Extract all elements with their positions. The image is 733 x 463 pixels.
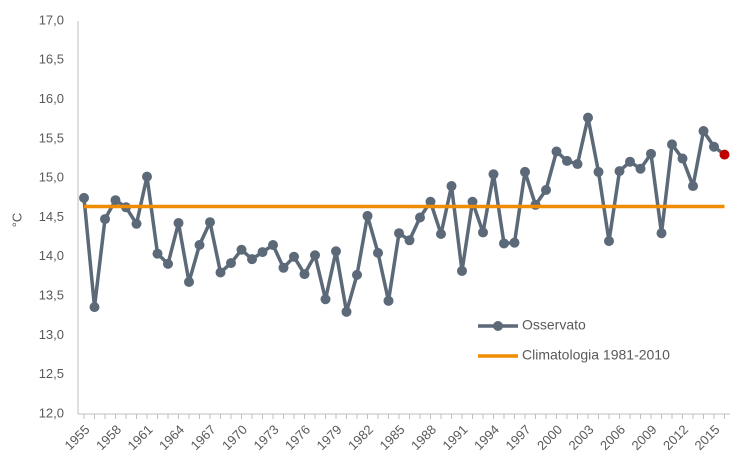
- data-point: [184, 276, 194, 287]
- data-point: [268, 240, 278, 251]
- data-point: [142, 171, 152, 182]
- x-tick-label: 1991: [439, 422, 470, 453]
- y-tick-label: 16,5: [39, 52, 64, 67]
- data-point: [457, 265, 467, 276]
- data-point: [215, 267, 226, 278]
- data-point: [425, 196, 436, 207]
- data-point: [352, 269, 362, 280]
- data-point: [677, 153, 688, 164]
- x-tick-label: 1997: [502, 422, 533, 453]
- data-point: [436, 229, 446, 240]
- y-tick-label: 12,0: [39, 405, 64, 420]
- data-point: [341, 306, 352, 317]
- x-tick-label: 1955: [61, 422, 92, 453]
- x-tick-label: 2000: [534, 422, 565, 453]
- x-tick-label: 2003: [565, 422, 596, 453]
- data-point: [310, 250, 320, 261]
- x-tick-label: 1973: [250, 422, 281, 453]
- data-point: [152, 248, 163, 259]
- x-tick-label: 1994: [471, 422, 502, 453]
- data-point: [467, 196, 478, 207]
- x-tick-label: 1988: [408, 422, 439, 453]
- data-point: [247, 254, 257, 265]
- x-tick-label: 1970: [219, 422, 250, 453]
- data-point: [236, 244, 247, 255]
- y-axis-label: °C: [9, 213, 24, 228]
- data-point: [572, 159, 583, 170]
- y-tick-label: 14,5: [39, 209, 64, 224]
- y-tick-label: 12,5: [39, 366, 64, 381]
- data-point: [719, 149, 730, 160]
- data-point: [404, 235, 415, 246]
- data-point: [520, 166, 530, 177]
- legend-label: Climatologia 1981-2010: [522, 347, 670, 363]
- data-point: [110, 195, 121, 206]
- data-point: [446, 181, 457, 192]
- data-point: [289, 251, 299, 262]
- data-point: [415, 212, 425, 223]
- data-point: [257, 247, 268, 258]
- data-point: [100, 214, 110, 225]
- x-tick-label: 2006: [597, 422, 628, 453]
- x-tick-label: 1958: [93, 422, 124, 453]
- x-tick-label: 1979: [313, 422, 344, 453]
- y-tick-label: 15,5: [39, 130, 64, 145]
- data-point: [709, 141, 719, 152]
- data-point: [614, 166, 625, 177]
- data-point: [551, 146, 562, 157]
- y-tick-label: 14,0: [39, 248, 64, 263]
- data-point: [625, 156, 635, 167]
- x-tick-label: 1985: [376, 422, 407, 453]
- data-point: [373, 247, 383, 258]
- x-tick-label: 1964: [156, 422, 187, 453]
- data-point: [656, 228, 667, 239]
- data-point: [362, 210, 373, 221]
- data-point: [635, 163, 646, 174]
- data-point: [646, 148, 656, 159]
- data-point: [79, 192, 89, 203]
- legend-marker: [493, 321, 503, 331]
- data-point: [604, 236, 614, 247]
- data-point: [583, 112, 593, 123]
- y-tick-label: 13,0: [39, 327, 64, 342]
- x-tick-label: 1967: [187, 422, 218, 453]
- data-point: [278, 262, 289, 273]
- data-point: [698, 126, 709, 137]
- data-point: [89, 302, 100, 313]
- y-tick-label: 15,0: [39, 170, 64, 185]
- data-point: [478, 227, 488, 238]
- series-line: [82, 115, 726, 314]
- data-point: [163, 258, 173, 269]
- data-point: [688, 181, 698, 192]
- legend-label: Osservato: [522, 317, 586, 333]
- data-point: [488, 169, 499, 180]
- data-point: [562, 155, 572, 166]
- data-point: [320, 294, 331, 305]
- data-point: [205, 217, 215, 228]
- data-point: [173, 218, 184, 229]
- data-point: [194, 240, 205, 251]
- data-point: [383, 295, 394, 306]
- data-point: [131, 218, 142, 229]
- data-point: [394, 228, 404, 239]
- x-tick-label: 1961: [124, 422, 155, 453]
- y-tick-label: 13,5: [39, 288, 64, 303]
- x-tick-label: 2015: [691, 422, 722, 453]
- y-tick-label: 17,0: [39, 12, 64, 27]
- data-point: [226, 258, 236, 269]
- x-tick-label: 1976: [282, 422, 313, 453]
- y-tick-label: 16,0: [39, 91, 64, 106]
- data-point: [593, 166, 604, 177]
- x-tick-label: 2012: [660, 422, 691, 453]
- x-tick-label: 1982: [345, 422, 376, 453]
- data-point: [299, 269, 310, 280]
- data-point: [509, 237, 520, 248]
- x-tick-label: 2009: [628, 422, 659, 453]
- data-point: [667, 139, 677, 150]
- data-point: [499, 238, 509, 249]
- data-point: [331, 246, 341, 257]
- data-point: [541, 184, 551, 195]
